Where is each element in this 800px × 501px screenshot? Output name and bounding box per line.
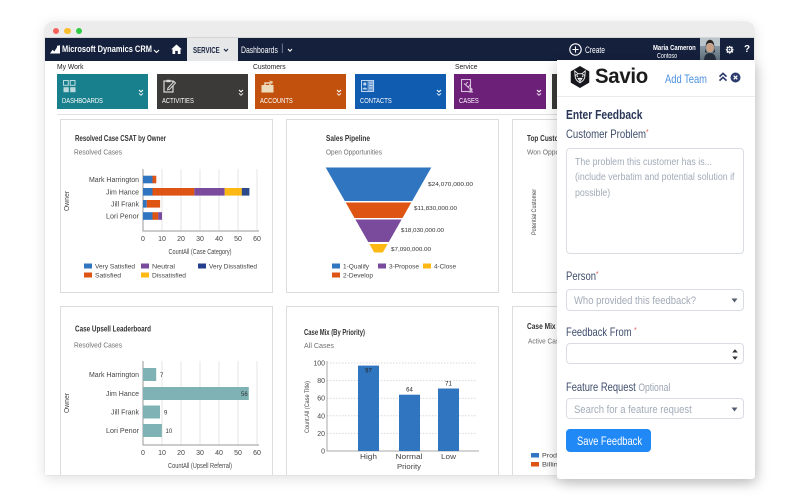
- svg-text:Jill Frank: Jill Frank: [111, 410, 139, 417]
- svg-text:56: 56: [241, 392, 248, 398]
- svg-text:Resolved Case CSAT by Owner: Resolved Case CSAT by Owner: [75, 134, 166, 143]
- svg-text:10: 10: [166, 429, 173, 435]
- svg-text:20: 20: [177, 236, 185, 243]
- svg-text:Won Opportunities: Won Opportunities: [527, 150, 583, 157]
- svg-text:30: 30: [196, 450, 204, 457]
- svg-text:Products: Products: [542, 453, 571, 460]
- svg-text:Owner: Owner: [64, 190, 71, 211]
- svg-text:64: 64: [406, 388, 413, 394]
- svg-text:Case Mix (By Priority): Case Mix (By Priority): [304, 328, 365, 337]
- svg-text:7: 7: [160, 373, 164, 379]
- svg-text:60: 60: [253, 450, 261, 457]
- svg-text:Potential Customer: Potential Customer: [531, 188, 538, 235]
- svg-text:CountAll (Case Category): CountAll (Case Category): [169, 249, 232, 256]
- svg-text:Active Cases: Active Cases: [528, 339, 566, 346]
- svg-text:Priority: Priority: [397, 464, 422, 471]
- svg-text:30: 30: [196, 236, 204, 243]
- svg-text:40: 40: [317, 413, 325, 420]
- svg-text:Lori Penor: Lori Penor: [106, 428, 140, 435]
- svg-text:3-Propose: 3-Propose: [389, 264, 419, 271]
- svg-text:Open Opportunities: Open Opportunities: [326, 150, 382, 157]
- svg-text:Jim Hance: Jim Hance: [106, 391, 139, 398]
- svg-text:$18,030,000.00: $18,030,000.00: [401, 228, 444, 234]
- svg-text:50: 50: [234, 236, 242, 243]
- svg-text:Owner: Owner: [64, 392, 71, 413]
- svg-text:Normal: Normal: [396, 452, 423, 461]
- svg-text:4-Close: 4-Close: [434, 264, 456, 271]
- svg-text:9: 9: [164, 411, 168, 417]
- svg-text:0: 0: [141, 236, 145, 243]
- svg-text:Neutral: Neutral: [152, 264, 176, 271]
- svg-text:71: 71: [445, 382, 452, 388]
- svg-text:80: 80: [317, 378, 325, 385]
- svg-text:$11,830,000.00: $11,830,000.00: [414, 206, 457, 212]
- svg-text:Billing: Billing: [542, 462, 562, 469]
- svg-text:$24,070,000.00: $24,070,000.00: [428, 182, 473, 188]
- svg-text:40: 40: [215, 450, 223, 457]
- svg-text:97: 97: [365, 369, 372, 375]
- svg-text:Jim Hance: Jim Hance: [106, 189, 139, 196]
- svg-text:Jill Frank: Jill Frank: [111, 201, 139, 208]
- svg-text:100: 100: [313, 361, 325, 368]
- svg-text:Dissatisfied: Dissatisfied: [152, 273, 186, 280]
- svg-text:20: 20: [177, 450, 185, 457]
- svg-text:60: 60: [317, 396, 325, 403]
- svg-text:60: 60: [253, 236, 261, 243]
- svg-text:Count:All (Case Title): Count:All (Case Title): [305, 381, 311, 433]
- svg-text:2-Develop: 2-Develop: [343, 273, 373, 280]
- svg-text:Resolved Cases: Resolved Cases: [74, 150, 122, 157]
- svg-text:Lori Penor: Lori Penor: [106, 214, 140, 221]
- svg-text:Mark Harrington: Mark Harrington: [89, 177, 139, 184]
- svg-text:Satisfied: Satisfied: [95, 273, 121, 280]
- svg-text:1-Qualify: 1-Qualify: [343, 264, 370, 271]
- svg-text:Very Satisfied: Very Satisfied: [95, 264, 135, 271]
- svg-text:20: 20: [317, 431, 325, 438]
- svg-text:0: 0: [321, 449, 325, 456]
- svg-text:Resolved Cases: Resolved Cases: [74, 343, 122, 350]
- svg-text:All Cases: All Cases: [304, 343, 334, 350]
- svg-text:Very Dissatisfied: Very Dissatisfied: [209, 264, 257, 271]
- svg-text:$7,090,000.00: $7,090,000.00: [391, 247, 431, 253]
- svg-text:Case Upsell Leaderboard: Case Upsell Leaderboard: [75, 325, 151, 334]
- svg-text:Low: Low: [441, 452, 457, 461]
- svg-text:Sales Pipeline: Sales Pipeline: [326, 134, 370, 143]
- svg-text:Top Customers: Top Customers: [527, 134, 574, 143]
- svg-text:10: 10: [158, 236, 166, 243]
- svg-text:40: 40: [215, 236, 223, 243]
- svg-text:10: 10: [158, 450, 166, 457]
- svg-text:CountAll (Upsell Referral): CountAll (Upsell Referral): [168, 463, 232, 470]
- svg-text:Mark Harrington: Mark Harrington: [89, 372, 139, 379]
- svg-text:50: 50: [234, 450, 242, 457]
- svg-text:0: 0: [141, 450, 145, 457]
- svg-text:High: High: [360, 452, 377, 461]
